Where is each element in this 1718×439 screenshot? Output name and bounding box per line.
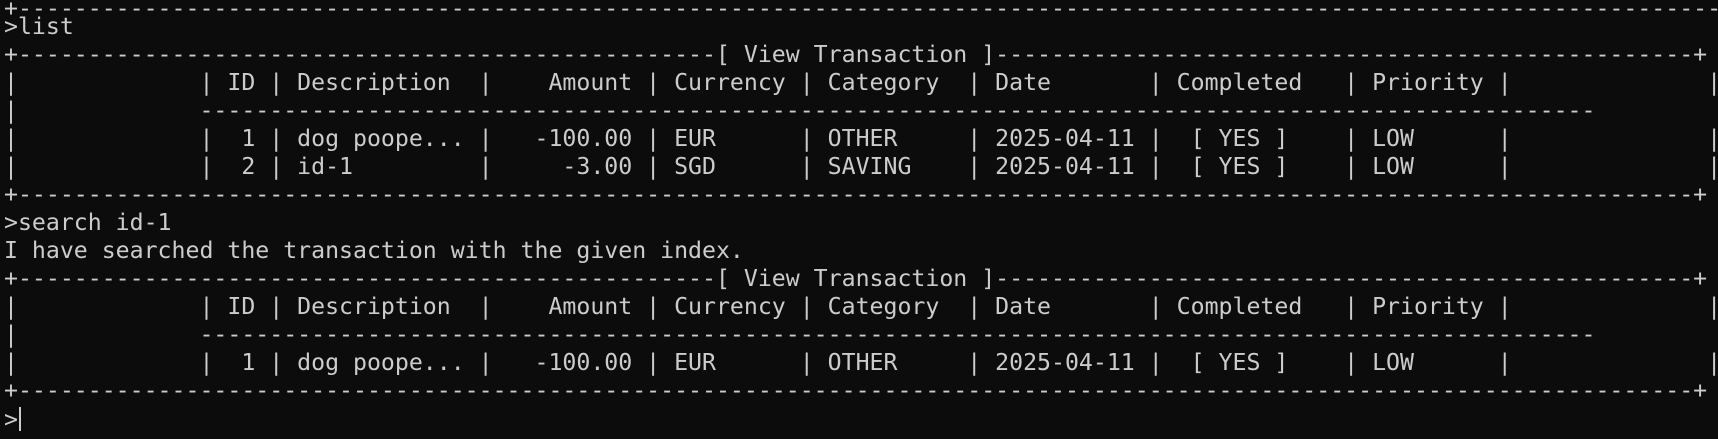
table-top-border: +---------------------------------------… (4, 265, 1708, 292)
command-line-list: >list (4, 13, 74, 40)
input-prompt-line[interactable]: > (4, 405, 1718, 433)
table-row: | | 1 | dog poope... | -100.00 | EUR | O… (4, 125, 1718, 152)
table-bottom-border: +---------------------------------------… (4, 377, 1708, 404)
prompt-symbol: > (4, 405, 18, 433)
text-cursor (18, 407, 21, 431)
table-header-row: | | ID | Description | Amount | Currency… (4, 69, 1718, 96)
table-row: | | 1 | dog poope... | -100.00 | EUR | O… (4, 349, 1718, 376)
table-header-separator: | --------------------------------------… (4, 97, 1718, 124)
table-bottom-border: +---------------------------------------… (4, 181, 1708, 208)
top-border-line: +---------------------------------------… (4, 0, 1718, 22)
terminal-output: +---------------------------------------… (4, 0, 1718, 433)
table-top-border: +---------------------------------------… (4, 41, 1708, 68)
table-header-row: | | ID | Description | Amount | Currency… (4, 293, 1718, 320)
search-result-message: I have searched the transaction with the… (4, 237, 744, 264)
command-line-search: >search id-1 (4, 209, 172, 236)
table-row: | | 2 | id-1 | -3.00 | SGD | SAVING | 20… (4, 153, 1718, 180)
table-header-separator: | --------------------------------------… (4, 321, 1718, 348)
